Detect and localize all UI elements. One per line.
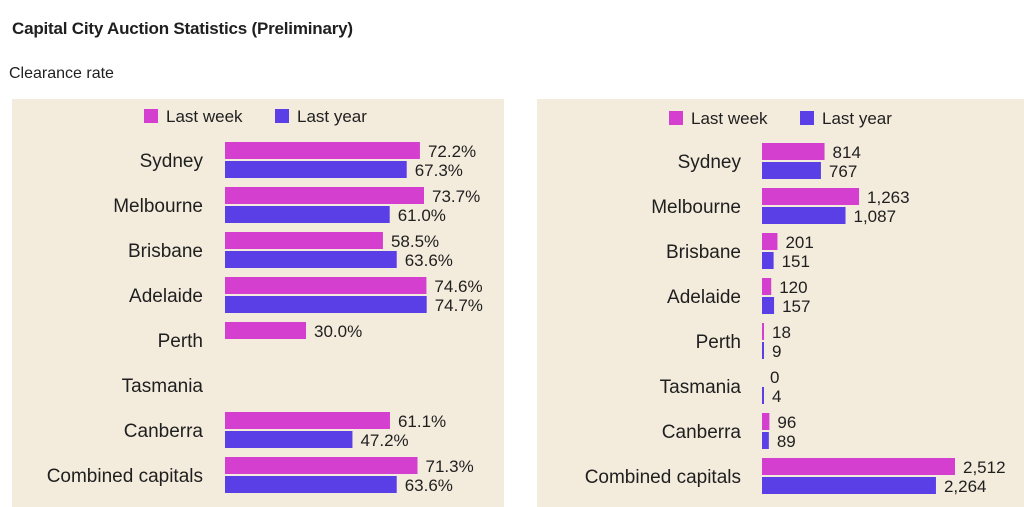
value-label-combined-capitals-last-year: 2,264 [944,477,987,496]
bar-tasmania-last-year [762,387,764,404]
legend-swatch-last-year [800,111,814,125]
bar-combined-capitals-last-year [762,477,936,494]
legend: Last week Last year [144,107,367,126]
category-label-brisbane: Brisbane [128,241,203,262]
bar-melbourne-last-week [225,187,424,204]
category-label-perth: Perth [158,331,203,352]
value-label-adelaide-last-year: 74.7% [435,296,483,315]
value-label-sydney-last-week: 72.2% [428,142,476,161]
category-label-melbourne: Melbourne [113,196,203,217]
value-label-brisbane-last-year: 151 [782,252,810,271]
category-label-canberra: Canberra [124,421,204,442]
bar-perth-last-year [762,342,764,359]
legend-swatch-last-year [275,109,289,123]
value-label-adelaide-last-year: 157 [782,297,810,316]
value-label-perth-last-year: 9 [772,342,781,361]
value-label-tasmania-last-week: 0 [770,368,779,387]
value-label-canberra-last-week: 96 [777,413,796,432]
value-label-combined-capitals-last-week: 2,512 [963,458,1006,477]
category-label-brisbane: Brisbane [666,242,741,263]
category-label-sydney: Sydney [678,152,742,173]
bar-canberra-last-year [225,431,353,448]
value-label-combined-capitals-last-week: 71.3% [426,457,474,476]
value-label-melbourne-last-week: 73.7% [432,187,480,206]
value-label-brisbane-last-week: 201 [785,233,813,252]
legend-label-last-year: Last year [297,107,367,126]
bar-melbourne-last-year [762,207,846,224]
value-label-adelaide-last-week: 74.6% [434,277,482,296]
bar-brisbane-last-week [225,232,383,249]
category-label-tasmania: Tasmania [660,377,742,398]
value-label-sydney-last-week: 814 [833,143,861,162]
auction-volume-panel: Last week Last year Sydney 814 767 Melbourne 1… [537,99,1024,507]
category-label-canberra: Canberra [662,422,742,443]
value-label-tasmania-last-year: 4 [772,387,781,406]
legend: Last week Last year [669,109,892,128]
category-label-sydney: Sydney [140,151,204,172]
category-label-tasmania: Tasmania [122,376,204,397]
legend-swatch-last-week [144,109,158,123]
category-label-combined-capitals: Combined capitals [47,466,203,487]
category-label-adelaide: Adelaide [667,287,741,308]
value-label-perth-last-week: 30.0% [314,322,362,341]
bar-combined-capitals-last-year [225,476,397,493]
bar-brisbane-last-year [225,251,397,268]
bar-canberra-last-week [225,412,390,429]
bar-sydney-last-week [762,143,825,160]
value-label-perth-last-week: 18 [772,323,791,342]
category-label-melbourne: Melbourne [651,197,741,218]
category-label-adelaide: Adelaide [129,286,203,307]
value-label-melbourne-last-week: 1,263 [867,188,910,207]
bar-brisbane-last-year [762,252,774,269]
clearance-rate-chart: Last week Last year Sydney 72.2%67.3% Melbou… [47,107,483,495]
value-label-combined-capitals-last-year: 63.6% [405,476,453,495]
value-label-sydney-last-year: 767 [829,162,857,181]
bar-adelaide-last-week [762,278,772,295]
bar-canberra-last-week [762,413,770,430]
value-label-brisbane-last-week: 58.5% [391,232,439,251]
bar-perth-last-week [225,322,306,339]
value-label-melbourne-last-year: 61.0% [398,206,446,225]
value-label-sydney-last-year: 67.3% [415,161,463,180]
value-label-melbourne-last-year: 1,087 [854,207,897,226]
category-label-perth: Perth [696,332,741,353]
bar-adelaide-last-year [762,297,775,314]
bar-perth-last-week [762,323,764,340]
bar-combined-capitals-last-week [762,458,955,475]
bar-melbourne-last-year [225,206,390,223]
bar-canberra-last-year [762,432,769,449]
clearance-rate-panel: Last week Last year Sydney 72.2% 67.3% Melbou… [12,99,504,507]
legend-swatch-last-week [669,111,683,125]
value-label-brisbane-last-year: 63.6% [405,251,453,270]
value-label-canberra-last-week: 61.1% [398,412,446,431]
bar-sydney-last-year [225,161,407,178]
bar-adelaide-last-week [225,277,427,294]
bar-melbourne-last-week [762,188,860,205]
bar-adelaide-last-year [225,296,427,313]
bar-sydney-last-year [762,162,821,179]
legend-label-last-year: Last year [822,109,892,128]
bar-sydney-last-week [225,142,420,159]
legend-label-last-week: Last week [166,107,243,126]
legend-label-last-week: Last week [691,109,768,128]
chart-subtitle: Clearance rate [9,65,114,82]
value-label-canberra-last-year: 47.2% [360,431,408,450]
value-label-adelaide-last-week: 120 [779,278,807,297]
bar-brisbane-last-week [762,233,778,250]
category-label-combined-capitals: Combined capitals [585,467,741,488]
value-label-canberra-last-year: 89 [777,432,796,451]
bar-combined-capitals-last-week [225,457,418,474]
chart-title: Capital City Auction Statistics (Prelimi… [12,19,353,38]
